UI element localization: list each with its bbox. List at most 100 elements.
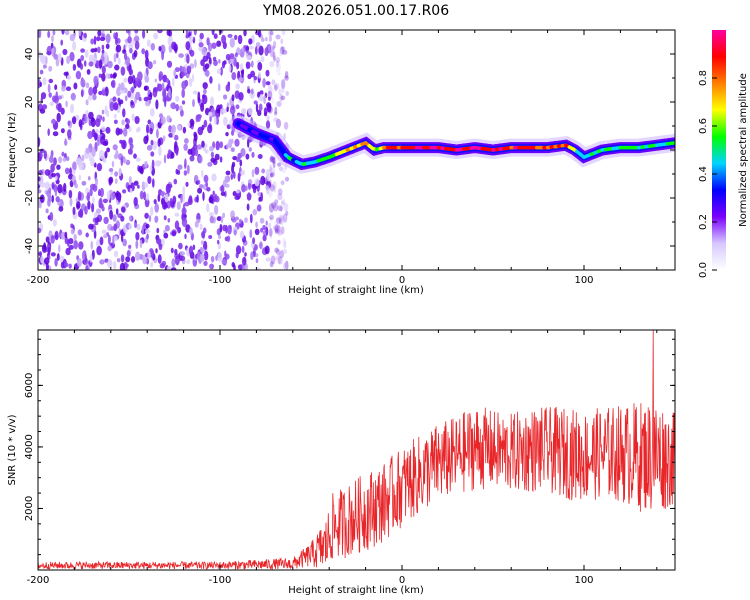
noise-speck (259, 217, 265, 224)
noise-speck (99, 129, 103, 135)
noise-speck (185, 181, 189, 187)
snr-xtick-label: 0 (399, 575, 405, 586)
noise-speck (265, 168, 271, 177)
noise-speck (128, 68, 134, 76)
noise-speck (269, 30, 274, 36)
noise-speck (259, 241, 263, 250)
snr-ylabel: SNR (10 * v/v) (7, 414, 18, 485)
noise-speck (245, 61, 251, 69)
noise-speck (270, 172, 275, 178)
noise-speck (88, 176, 91, 181)
noise-speck (211, 42, 217, 49)
noise-speck (56, 112, 61, 123)
noise-speck (219, 223, 223, 233)
noise-speck (39, 69, 44, 75)
noise-speck (270, 155, 273, 163)
noise-speck (117, 97, 121, 103)
noise-speck (111, 79, 116, 89)
noise-speck (48, 65, 53, 72)
noise-speck (38, 30, 42, 39)
noise-speck (186, 164, 190, 175)
noise-speck (137, 184, 140, 189)
noise-speck (135, 240, 139, 249)
noise-speck (178, 105, 183, 111)
noise-speck (220, 184, 225, 194)
noise-speck (67, 129, 72, 139)
noise-speck (112, 144, 118, 151)
noise-speck (49, 101, 54, 107)
noise-speck (279, 93, 283, 102)
noise-speck (54, 258, 58, 267)
noise-speck (113, 102, 119, 111)
noise-speck (90, 117, 96, 128)
noise-speck (212, 190, 215, 196)
noise-speck (206, 203, 210, 213)
noise-speck (96, 208, 101, 214)
noise-speck (177, 164, 183, 170)
noise-speck (84, 49, 89, 58)
noise-speck (98, 188, 101, 196)
noise-speck (182, 185, 186, 195)
noise-speck (189, 49, 195, 57)
noise-speck (147, 176, 152, 184)
noise-speck (40, 255, 44, 264)
noise-speck (211, 173, 217, 182)
noise-speck (123, 127, 128, 137)
noise-speck (159, 263, 165, 269)
noise-speck (118, 167, 122, 177)
noise-speck (50, 163, 55, 173)
noise-speck (267, 96, 271, 101)
noise-speck (41, 54, 46, 65)
noise-speck (68, 263, 72, 269)
noise-speck (70, 223, 74, 229)
noise-speck (197, 187, 203, 194)
noise-speck (43, 150, 47, 159)
noise-speck (270, 255, 276, 265)
noise-speck (166, 30, 171, 36)
noise-speck (278, 166, 284, 172)
noise-speck (209, 115, 212, 123)
noise-speck (269, 229, 273, 240)
noise-speck (149, 206, 154, 216)
noise-speck (124, 95, 128, 102)
noise-speck (215, 116, 219, 125)
noise-speck (120, 254, 125, 263)
noise-speck (120, 156, 124, 166)
noise-speck (147, 61, 153, 70)
noise-speck (232, 190, 237, 197)
colorbar-tick-label: 0.4 (698, 166, 709, 182)
noise-speck (172, 195, 177, 205)
noise-speck (196, 219, 201, 224)
noise-speck (153, 60, 157, 65)
noise-speck (126, 250, 131, 257)
noise-speck (192, 244, 196, 251)
noise-speck (243, 30, 247, 37)
noise-speck (52, 219, 57, 227)
noise-speck (171, 230, 177, 237)
noise-speck (90, 240, 94, 250)
noise-speck (176, 169, 181, 175)
noise-speck (282, 237, 286, 247)
noise-speck (201, 47, 207, 56)
noise-speck (102, 116, 105, 122)
noise-speck (227, 224, 232, 235)
noise-speck (113, 53, 117, 63)
noise-speck (247, 107, 253, 115)
noise-speck (115, 208, 119, 215)
noise-speck (243, 108, 247, 114)
spectrogram-xtick-label: 0 (399, 275, 405, 286)
noise-speck (278, 226, 282, 232)
noise-speck (51, 35, 54, 43)
noise-speck (41, 104, 48, 110)
noise-speck (143, 191, 147, 201)
noise-speck (127, 75, 133, 85)
noise-speck (225, 53, 231, 61)
noise-speck (54, 175, 58, 181)
noise-speck (223, 116, 228, 126)
noise-speck (210, 157, 216, 163)
noise-speck (81, 154, 85, 162)
noise-speck (120, 66, 126, 76)
noise-speck (55, 196, 60, 203)
noise-speck (184, 158, 187, 168)
noise-speck (54, 230, 59, 241)
